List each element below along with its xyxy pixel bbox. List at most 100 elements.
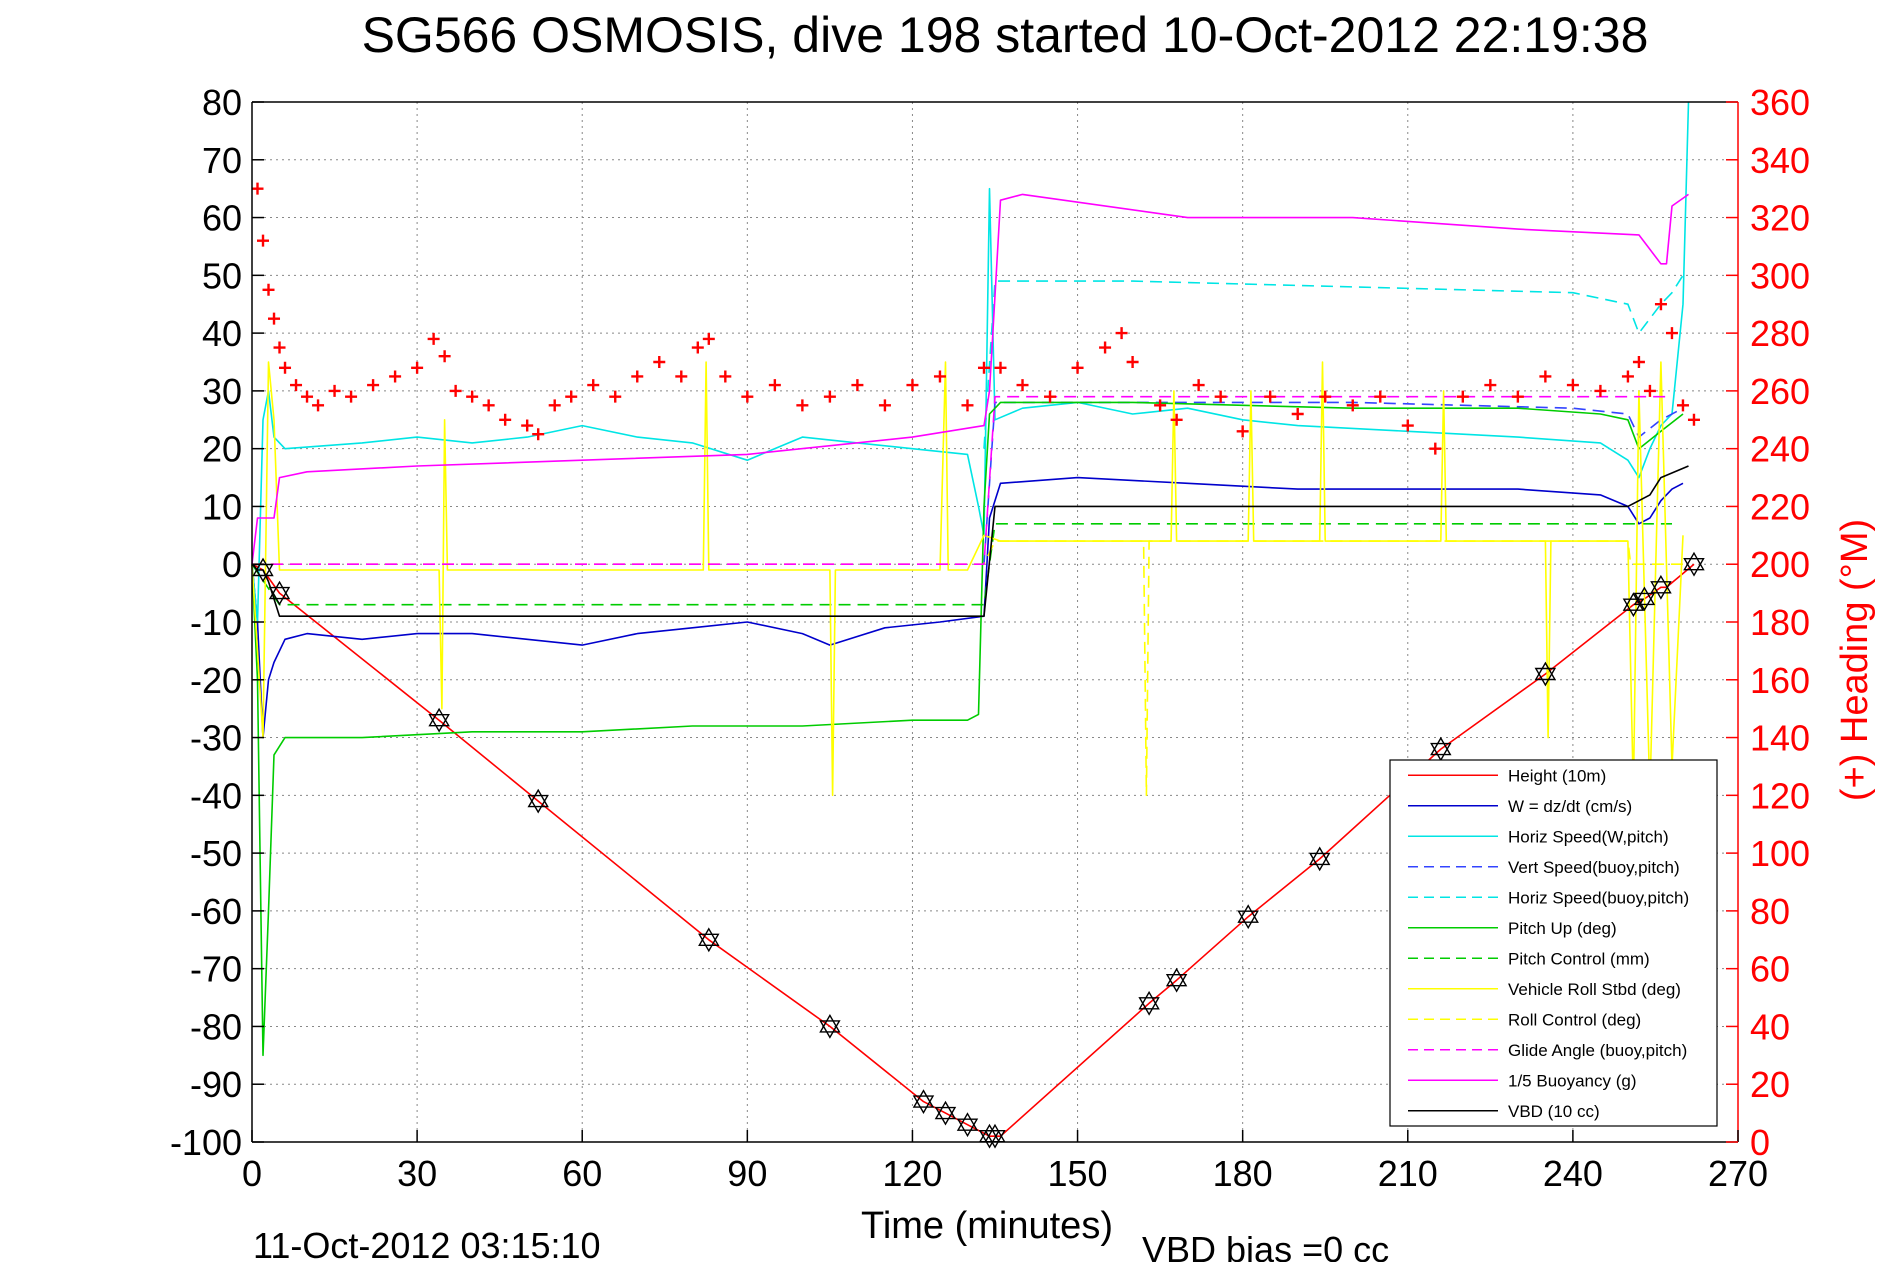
legend-label-4: Vert Speed(buoy,pitch) <box>1508 858 1680 877</box>
heading-point <box>631 370 644 383</box>
legend-label-10: Glide Angle (buoy,pitch) <box>1508 1041 1687 1060</box>
heading-point <box>1154 399 1167 412</box>
height-marker-down <box>984 1129 1006 1149</box>
y-right-tick-label: 260 <box>1750 371 1810 412</box>
heading-point <box>1115 327 1128 340</box>
heading-point <box>906 379 919 392</box>
y-tick-label: -90 <box>190 1064 242 1105</box>
height-marker-down <box>1622 598 1645 618</box>
heading-point <box>851 379 864 392</box>
height-marker-down <box>819 1020 841 1039</box>
heading-point <box>257 234 270 247</box>
y-right-axis-label: (+) Heading (°M) <box>1834 519 1876 801</box>
heading-point <box>994 361 1007 374</box>
height-marker-down <box>698 933 720 953</box>
heading-point <box>290 379 303 392</box>
heading-point <box>675 370 688 383</box>
y-tick-label: -50 <box>190 833 242 874</box>
height-marker-up <box>1633 586 1656 606</box>
heading-point <box>961 399 974 412</box>
y-tick-label: -20 <box>190 660 242 701</box>
height-marker-up <box>1138 990 1160 1010</box>
y-tick-label: -60 <box>190 891 242 932</box>
y-right-tick-label: 20 <box>1750 1064 1790 1105</box>
height-marker-down <box>1683 558 1705 577</box>
heading-point <box>312 399 325 412</box>
series-line-11 <box>251 193 1689 565</box>
y-tick-label: -40 <box>190 775 242 816</box>
x-tick-label: 30 <box>397 1153 437 1194</box>
heading-point <box>1594 384 1607 397</box>
heading-point <box>499 413 512 426</box>
height-marker-up <box>912 1089 935 1108</box>
heading-point <box>1170 413 1183 426</box>
y-tick-label: 20 <box>202 429 242 470</box>
heading-point <box>262 283 275 296</box>
y-tick-label: 30 <box>202 371 242 412</box>
heading-point <box>741 390 754 403</box>
height-marker-down <box>428 714 450 733</box>
heading-point <box>653 356 666 368</box>
series-line-3 <box>251 101 1690 623</box>
legend-label-3: Horiz Speed(W,pitch) <box>1508 827 1669 846</box>
legend-label-7: Pitch Control (mm) <box>1508 949 1650 968</box>
height-marker-up <box>698 927 720 946</box>
heading-point <box>702 332 715 345</box>
heading-point <box>532 428 545 441</box>
legend-label-6: Pitch Up (deg) <box>1508 919 1617 938</box>
y-right-tick-label: 40 <box>1750 1006 1790 1047</box>
heading-point <box>301 390 314 403</box>
legend-label-8: Vehicle Roll Stbd (deg) <box>1508 980 1681 999</box>
vbd-bias-label: VBD bias =0 cc <box>1142 1229 1389 1262</box>
heading-point <box>1429 442 1442 455</box>
x-tick-label: 150 <box>1048 1153 1108 1194</box>
y-right-tick-label: 340 <box>1750 140 1810 181</box>
legend-label-11: 1/5 Buoyancy (g) <box>1508 1071 1637 1090</box>
y-right-tick-label: 320 <box>1750 198 1810 239</box>
y-tick-label: -80 <box>190 1006 242 1047</box>
x-tick-label: 120 <box>882 1153 942 1194</box>
x-tick-label: 60 <box>562 1153 602 1194</box>
heading-point <box>1264 390 1277 403</box>
heading-point <box>933 370 946 383</box>
heading-point <box>768 379 781 392</box>
heading-point <box>1401 419 1414 432</box>
y-right-tick-label: 120 <box>1750 775 1810 816</box>
height-marker-down <box>1650 581 1672 600</box>
heading-point <box>411 361 424 374</box>
height-marker-down <box>527 794 549 814</box>
x-tick-label: 90 <box>727 1153 767 1194</box>
heading-point <box>587 379 600 392</box>
heading-point <box>565 390 578 403</box>
heading-point <box>1319 390 1332 403</box>
series-line-6 <box>251 401 1684 1057</box>
height-marker-up <box>1430 736 1452 756</box>
x-tick-label: 0 <box>242 1153 262 1194</box>
height-marker-up <box>1622 592 1645 611</box>
y-tick-label: -100 <box>170 1122 242 1163</box>
heading-point <box>1643 384 1656 397</box>
height-marker-up <box>1165 967 1188 987</box>
heading-point <box>1621 370 1634 383</box>
series-line-5 <box>983 274 1684 449</box>
heading-point <box>1346 399 1359 412</box>
heading-point <box>438 350 451 363</box>
height-marker-up <box>527 788 549 808</box>
chart-title: SG566 OSMOSIS, dive 198 started 10-Oct-2… <box>362 7 1649 63</box>
heading-point <box>1687 413 1700 426</box>
heading-point <box>823 390 836 403</box>
heading-point <box>878 399 891 412</box>
height-marker-down <box>934 1106 957 1126</box>
y-tick-label: -30 <box>190 718 242 759</box>
y-tick-label: 10 <box>202 486 242 527</box>
series-line-12 <box>251 465 1689 617</box>
y-right-tick-label: 140 <box>1750 718 1810 759</box>
y-tick-label: -10 <box>190 602 242 643</box>
heading-point <box>466 390 479 403</box>
legend-label-1: Height (10m) <box>1508 766 1606 785</box>
heading-point <box>328 384 341 397</box>
heading-point <box>1539 370 1552 383</box>
height-marker-up <box>1237 904 1259 923</box>
heading-point <box>1566 379 1579 392</box>
height-marker-down <box>1430 742 1452 762</box>
